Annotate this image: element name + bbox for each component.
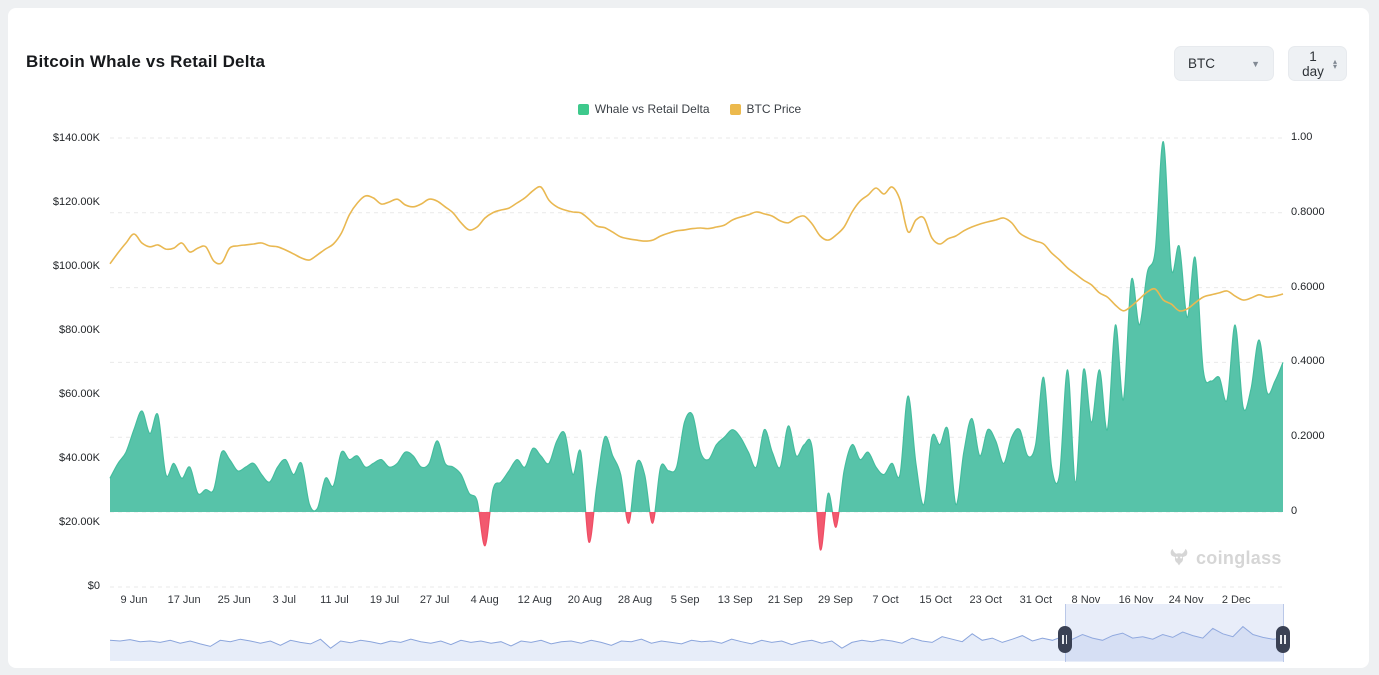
right-axis-tick: 0.8000 (1291, 205, 1325, 218)
left-axis-tick: $20.00K (59, 516, 100, 528)
legend-item-delta[interactable]: Whale vs Retail Delta (577, 102, 710, 116)
x-axis-tick: 13 Sep (717, 594, 753, 606)
navigator-selected-range[interactable] (1065, 604, 1284, 662)
left-axis-tick: $80.00K (59, 324, 100, 336)
symbol-select[interactable]: BTC ▼ (1174, 46, 1274, 81)
x-axis-tick: 9 Jun (120, 594, 148, 606)
chevron-down-icon: ▼ (1251, 58, 1260, 69)
page-title: Bitcoin Whale vs Retail Delta (26, 52, 266, 71)
right-axis-tick: 0 (1291, 505, 1298, 517)
left-axis-tick: $0 (87, 580, 100, 592)
chart-controls: BTC ▼ 1 day ▴ ▾ (1174, 46, 1347, 81)
x-axis-tick: 5 Sep (670, 594, 700, 606)
left-axis-tick: $100.00K (52, 260, 100, 272)
x-axis-tick: 15 Oct (919, 594, 952, 606)
x-axis-tick: 17 Jun (167, 594, 201, 606)
delta-swatch (577, 103, 589, 115)
x-axis-tick: 3 Jul (272, 594, 296, 606)
btc-price-swatch (729, 103, 741, 115)
watermark-text: coinglass (1196, 547, 1282, 568)
left-axis-tick: $140.00K (52, 132, 100, 144)
left-axis-tick: $120.00K (52, 196, 100, 208)
left-axis-tick: $60.00K (59, 388, 100, 400)
x-axis-tick: 24 Nov (1168, 594, 1204, 606)
right-axis-tick: 0.4000 (1291, 355, 1325, 368)
legend-label-btc-price: BTC Price (746, 102, 802, 116)
right-axis-tick: 0.6000 (1291, 280, 1325, 293)
x-axis-tick: 20 Aug (567, 594, 603, 606)
x-axis-tick: 4 Aug (470, 594, 499, 606)
x-axis-tick: 7 Oct (872, 594, 899, 606)
coinglass-bull-icon (1170, 548, 1188, 566)
interval-select-value: 1 day (1302, 48, 1324, 79)
right-axis-tick: 0.2000 (1291, 430, 1325, 443)
legend: Whale vs Retail Delta BTC Price (0, 102, 1379, 116)
x-axis-tick: 27 Jul (419, 594, 450, 606)
x-axis-tick: 29 Sep (817, 594, 853, 606)
x-axis-tick: 31 Oct (1019, 594, 1052, 606)
right-axis-tick: 1.00 (1291, 131, 1313, 143)
x-axis-tick: 2 Dec (1221, 594, 1251, 606)
x-axis-tick: 19 Jul (369, 594, 400, 606)
x-axis-tick: 11 Jul (320, 594, 349, 606)
legend-label-delta: Whale vs Retail Delta (594, 102, 710, 116)
x-axis-tick: 25 Jun (217, 594, 251, 606)
navigator-right-handle[interactable] (1276, 626, 1290, 653)
chevron-updown-icon: ▴ ▾ (1332, 56, 1337, 71)
interval-select[interactable]: 1 day ▴ ▾ (1288, 46, 1347, 81)
x-axis-tick: 16 Nov (1118, 594, 1154, 606)
navigator-left-handle[interactable] (1057, 626, 1072, 653)
plot-area[interactable] (110, 132, 1283, 587)
legend-item-btc-price[interactable]: BTC Price (729, 102, 802, 116)
x-axis-tick: 23 Oct (969, 594, 1002, 606)
coinglass-watermark: coinglass (1168, 547, 1282, 569)
left-axis-tick: $40.00K (59, 452, 100, 464)
symbol-select-value: BTC (1188, 56, 1215, 71)
x-axis-tick: 12 Aug (517, 594, 552, 606)
x-axis-tick: 28 Aug (617, 594, 653, 606)
x-axis-tick: 21 Sep (767, 594, 803, 606)
x-axis-tick: 8 Nov (1071, 594, 1101, 606)
